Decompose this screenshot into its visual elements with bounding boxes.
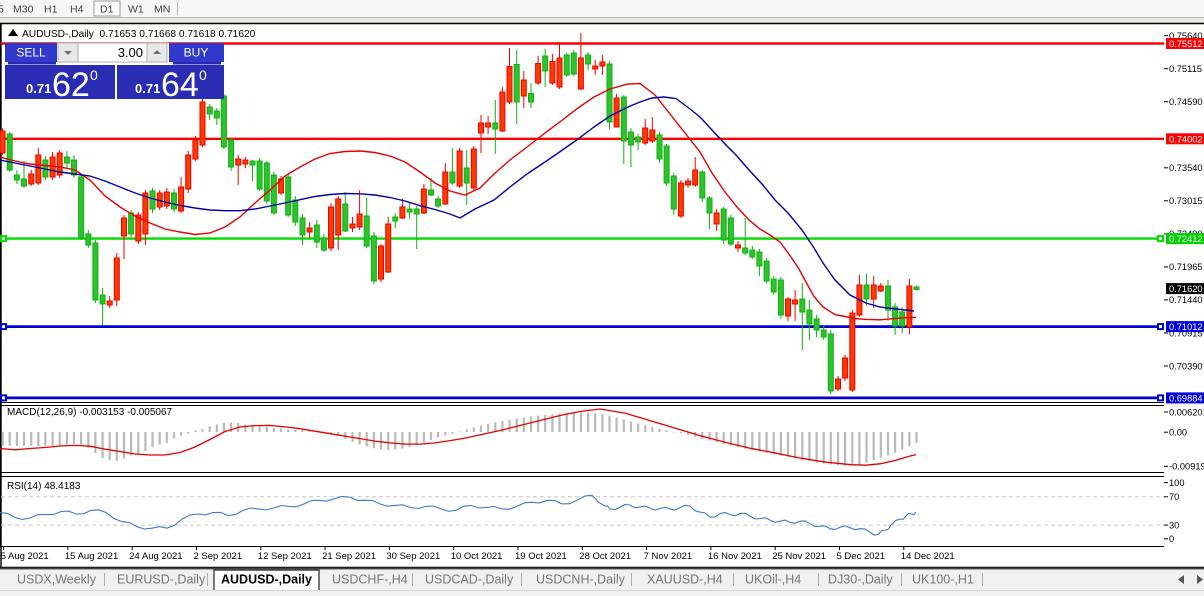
svg-text:10 Oct 2021: 10 Oct 2021 xyxy=(451,551,503,562)
svg-text:USDX,Weekly: USDX,Weekly xyxy=(17,573,97,587)
svg-text:SELL: SELL xyxy=(16,46,46,60)
svg-text:0.71: 0.71 xyxy=(135,81,160,96)
svg-text:0.70390: 0.70390 xyxy=(1169,361,1203,371)
svg-text:5: 5 xyxy=(0,4,4,16)
svg-text:D1: D1 xyxy=(100,4,114,16)
svg-text:30 Sep 2021: 30 Sep 2021 xyxy=(386,551,440,562)
svg-text:15 Aug 2021: 15 Aug 2021 xyxy=(65,551,118,562)
svg-text:0.71: 0.71 xyxy=(26,81,51,96)
svg-text:0: 0 xyxy=(90,67,98,83)
svg-text:5 Dec 2021: 5 Dec 2021 xyxy=(837,551,886,562)
svg-text:BUY: BUY xyxy=(184,46,209,60)
svg-text:0.00: 0.00 xyxy=(1169,428,1187,438)
svg-text:0.70915: 0.70915 xyxy=(1169,328,1203,338)
svg-text:UKOil-,H4: UKOil-,H4 xyxy=(745,573,801,587)
svg-text:USDCHF-,H4: USDCHF-,H4 xyxy=(332,573,408,587)
svg-text:0.69884: 0.69884 xyxy=(1169,393,1203,403)
svg-text:30: 30 xyxy=(1169,520,1179,530)
svg-text:UK100-,H1: UK100-,H1 xyxy=(912,573,974,587)
svg-text:USDCNH-,Daily: USDCNH-,Daily xyxy=(536,573,626,587)
svg-text:DJ30-,Daily: DJ30-,Daily xyxy=(828,573,893,587)
svg-text:0.71440: 0.71440 xyxy=(1169,295,1203,305)
svg-text:62: 62 xyxy=(52,66,90,104)
svg-text:28 Oct 2021: 28 Oct 2021 xyxy=(579,551,631,562)
svg-text:14 Dec 2021: 14 Dec 2021 xyxy=(901,551,955,562)
svg-text:3.00: 3.00 xyxy=(118,45,143,60)
svg-text:64: 64 xyxy=(161,66,199,104)
svg-text:0.71965: 0.71965 xyxy=(1169,262,1203,272)
svg-text:0.74590: 0.74590 xyxy=(1169,97,1203,107)
svg-text:RSI(14) 48.4183: RSI(14) 48.4183 xyxy=(7,481,81,492)
svg-text:21 Sep 2021: 21 Sep 2021 xyxy=(322,551,376,562)
svg-text:0.75640: 0.75640 xyxy=(1169,31,1203,41)
svg-text:EURUSD-,Daily: EURUSD-,Daily xyxy=(117,573,206,587)
svg-text:70: 70 xyxy=(1169,492,1179,502)
svg-text:H1: H1 xyxy=(44,4,58,16)
svg-text:7 Nov 2021: 7 Nov 2021 xyxy=(644,551,693,562)
svg-text:USDCAD-,Daily: USDCAD-,Daily xyxy=(425,573,514,587)
svg-text:-0.009190: -0.009190 xyxy=(1169,462,1204,472)
svg-text:12 Sep 2021: 12 Sep 2021 xyxy=(258,551,312,562)
svg-text:0.75512: 0.75512 xyxy=(1169,39,1203,49)
svg-text:AUDUSD-,Daily 0.71653 0.71668: AUDUSD-,Daily 0.71653 0.71668 0.71618 0.… xyxy=(22,29,256,40)
svg-text:0.75115: 0.75115 xyxy=(1169,64,1202,74)
svg-text:5 Aug 2021: 5 Aug 2021 xyxy=(1,551,49,562)
svg-text:0.73540: 0.73540 xyxy=(1169,163,1203,173)
svg-text:0.73015: 0.73015 xyxy=(1169,196,1203,206)
svg-text:MACD(12,26,9) -0.003153 -0.005: MACD(12,26,9) -0.003153 -0.005067 xyxy=(7,407,173,418)
svg-text:24 Aug 2021: 24 Aug 2021 xyxy=(129,551,182,562)
svg-text:16 Nov 2021: 16 Nov 2021 xyxy=(708,551,762,562)
svg-text:M30: M30 xyxy=(13,4,34,16)
svg-text:0.74002: 0.74002 xyxy=(1169,134,1203,144)
svg-text:0: 0 xyxy=(1169,534,1174,544)
svg-text:0.006201: 0.006201 xyxy=(1169,407,1204,417)
svg-text:MN: MN xyxy=(154,4,170,16)
svg-text:W1: W1 xyxy=(128,4,144,16)
svg-text:AUDUSD-,Daily: AUDUSD-,Daily xyxy=(221,573,312,587)
svg-text:0: 0 xyxy=(199,67,207,83)
svg-text:25 Nov 2021: 25 Nov 2021 xyxy=(772,551,826,562)
svg-text:2 Sep 2021: 2 Sep 2021 xyxy=(194,551,243,562)
svg-text:19 Oct 2021: 19 Oct 2021 xyxy=(515,551,567,562)
svg-text:XAUUSD-,H4: XAUUSD-,H4 xyxy=(647,573,723,587)
svg-text:100: 100 xyxy=(1169,478,1185,488)
svg-text:0.71620: 0.71620 xyxy=(1169,284,1203,294)
svg-text:0.72412: 0.72412 xyxy=(1169,234,1203,244)
svg-text:H4: H4 xyxy=(70,4,84,16)
svg-text:0.71012: 0.71012 xyxy=(1169,322,1203,332)
